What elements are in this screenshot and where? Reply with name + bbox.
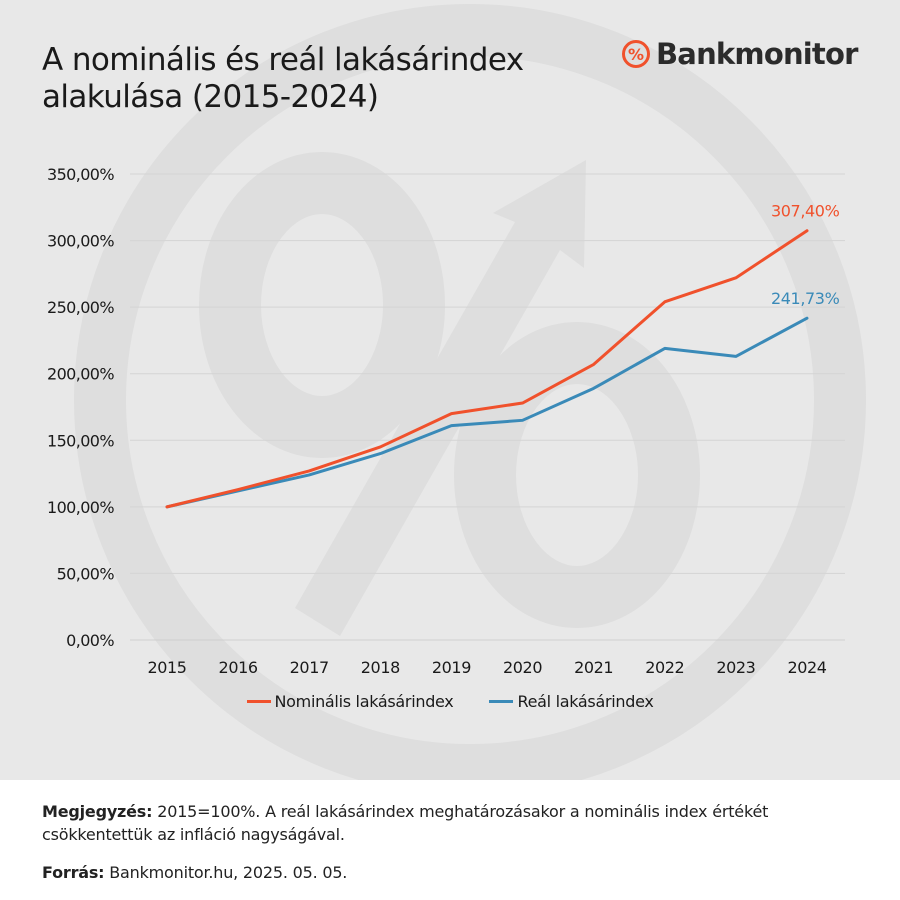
x-tick-label: 2021 — [574, 658, 613, 677]
x-tick-label: 2019 — [432, 658, 471, 677]
series-line-real — [165, 316, 809, 509]
chart-panel: A nominális és reál lakásárindex alakulá… — [0, 0, 900, 780]
source-label: Forrás: — [42, 863, 105, 882]
y-tick-label: 100,00% — [47, 498, 114, 517]
brand-name: Bankmonitor — [656, 37, 858, 71]
brand-logo: % Bankmonitor — [622, 36, 858, 72]
footer: Megjegyzés: 2015=100%. A reál lakásárind… — [42, 800, 862, 884]
percent-circle-icon: % — [622, 40, 650, 68]
source-text: Bankmonitor.hu, 2025. 05. 05. — [109, 863, 348, 882]
x-tick-label: 2024 — [787, 658, 826, 677]
x-tick-label: 2017 — [290, 658, 329, 677]
y-tick-label: 350,00% — [47, 165, 114, 184]
x-tick-label: 2023 — [716, 658, 755, 677]
chart-title: A nominális és reál lakásárindex alakulá… — [42, 42, 602, 116]
percent-arrow-watermark-icon — [0, 0, 900, 780]
y-tick-label: 150,00% — [47, 431, 114, 450]
series-line-nominal — [165, 229, 809, 509]
x-tick-label: 2016 — [219, 658, 258, 677]
legend-item-real: Reál lakásárindex — [489, 692, 654, 711]
note-label: Megjegyzés: — [42, 802, 153, 821]
legend-swatch-real — [489, 700, 514, 703]
y-tick-label: 200,00% — [47, 365, 114, 384]
x-tick-label: 2020 — [503, 658, 542, 677]
data-label-real: 241,73% — [771, 289, 840, 308]
legend-label-real: Reál lakásárindex — [517, 692, 654, 711]
title-line-2: alakulása (2015-2024) — [42, 79, 379, 115]
footer-source: Forrás: Bankmonitor.hu, 2025. 05. 05. — [42, 861, 862, 884]
x-tick-label: 2022 — [645, 658, 684, 677]
title-line-1: A nominális és reál lakásárindex — [42, 42, 524, 78]
x-tick-label: 2015 — [147, 658, 186, 677]
x-tick-label: 2018 — [361, 658, 400, 677]
line-chart: 0,00% 50,00% 100,00% 150,00% 200,00% 250,00% 3… — [47, 165, 845, 677]
y-tick-label: 50,00% — [57, 564, 115, 583]
data-label-nominal: 307,40% — [771, 202, 840, 221]
legend: Nominális lakásárindex Reál lakásárindex — [0, 692, 900, 711]
y-tick-label: 250,00% — [47, 298, 114, 317]
legend-label-nominal: Nominális lakásárindex — [274, 692, 454, 711]
footer-note: Megjegyzés: 2015=100%. A reál lakásárind… — [42, 800, 862, 846]
note-text: 2015=100%. A reál lakásárindex meghatáro… — [42, 802, 769, 844]
y-tick-label: 0,00% — [66, 631, 114, 650]
y-tick-label: 300,00% — [47, 232, 114, 251]
legend-item-nominal: Nominális lakásárindex — [246, 692, 454, 711]
legend-swatch-nominal — [246, 700, 271, 703]
